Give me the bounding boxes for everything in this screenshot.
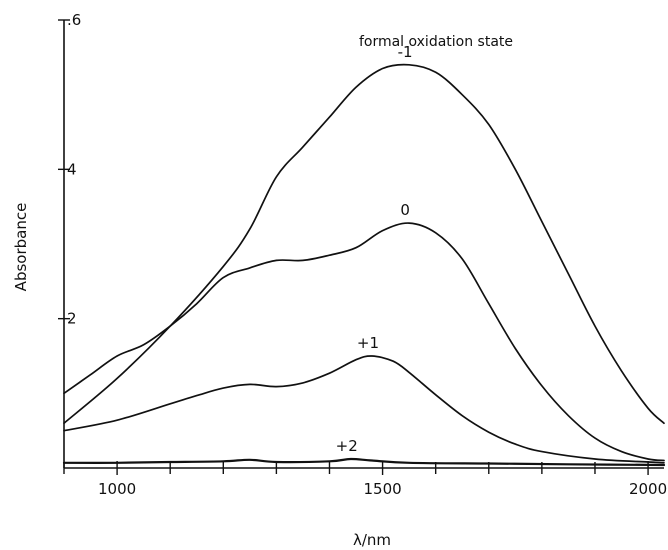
y-tick-label: .6 (67, 11, 81, 29)
y-axis-title: Absorbance (12, 203, 30, 292)
series-line-plus2 (62, 457, 666, 467)
x-tick-label: 1500 (363, 480, 401, 498)
x-tick-label: 1000 (98, 480, 136, 498)
series-label-plus1: +1 (357, 334, 379, 352)
series-labels: -1 0 +1 +2 (336, 43, 413, 455)
series-label-minus1: -1 (398, 43, 413, 61)
x-ticks: 1000 1500 2000 (63, 461, 667, 498)
annotation-formal-oxidation-state: formal oxidation state (359, 34, 513, 50)
series-label-plus2: +2 (336, 437, 358, 455)
y-tick-label: 2 (67, 310, 77, 328)
axes (63, 20, 664, 469)
series-line-minus1 (63, 63, 665, 425)
y-tick-label: 4 (67, 160, 77, 178)
x-axis-title: λ/nm (353, 531, 391, 549)
x-tick-label: 2000 (629, 480, 667, 498)
series-label-0: 0 (400, 201, 410, 219)
series-line-0 (63, 222, 665, 462)
series-line-plus1 (63, 355, 665, 464)
series-lines (62, 63, 666, 467)
y-ticks: 24.6 (58, 11, 81, 328)
